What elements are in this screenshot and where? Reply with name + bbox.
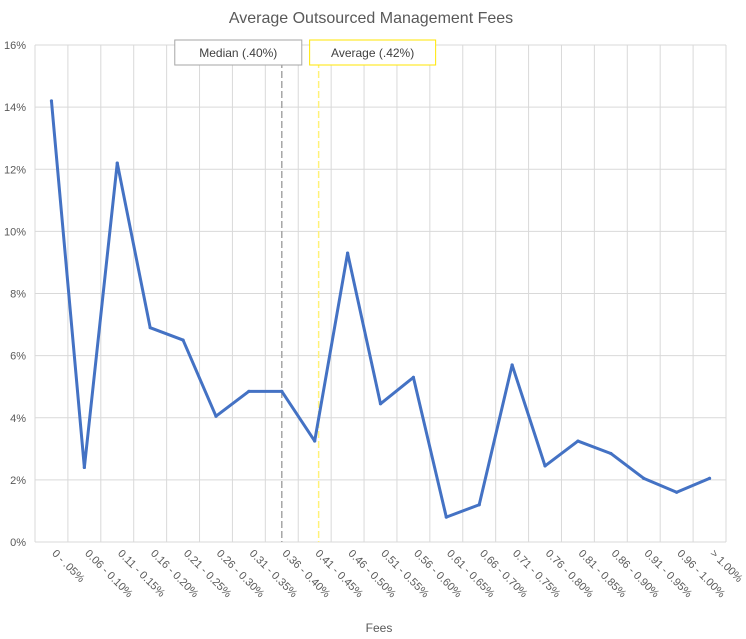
y-tick-label: 12%: [4, 164, 26, 176]
data-point: [148, 326, 152, 330]
data-point: [280, 389, 284, 393]
y-tick-label: 16%: [4, 40, 26, 52]
data-point: [707, 476, 712, 480]
x-axis-ticks: 0 - .05%0.06 - 0.10%0.11 - 0.15%0.16 - 0…: [49, 548, 744, 601]
data-point: [345, 251, 350, 255]
data-point: [444, 515, 448, 519]
data-point: [411, 375, 416, 379]
y-tick-label: 6%: [10, 351, 26, 363]
median-box: [174, 39, 303, 66]
data-point: [313, 439, 317, 443]
median-label: Median (.40%): [199, 46, 277, 60]
x-tick-label: 0 - .05%: [49, 548, 87, 586]
y-tick-label: 2%: [10, 475, 26, 487]
data-point: [181, 338, 185, 342]
data-point: [115, 161, 119, 165]
data-point: [214, 414, 218, 418]
y-tick-label: 14%: [4, 102, 26, 114]
data-point: [82, 465, 86, 470]
grid-layer: [34, 44, 727, 543]
average-label: Average (.42%): [331, 46, 414, 60]
series-layer: [49, 99, 712, 519]
y-tick-label: 0%: [10, 537, 26, 549]
y-axis-ticks: 0% 2% 4% 6% 8% 10% 12% 14% 16%: [4, 40, 26, 549]
data-point: [675, 490, 679, 494]
data-point: [543, 464, 547, 468]
data-point: [576, 439, 580, 443]
x-axis-label: Fees: [366, 621, 393, 635]
average-box: [309, 39, 437, 66]
annotation-layer: Median (.40%) Average (.42%): [174, 39, 437, 542]
y-tick-label: 8%: [10, 289, 26, 301]
data-point: [609, 451, 613, 456]
data-point: [477, 503, 481, 507]
y-tick-label: 4%: [10, 413, 26, 425]
data-point: [49, 99, 54, 103]
chart-title: Average Outsourced Management Fees: [229, 10, 513, 27]
y-tick-label: 10%: [4, 226, 26, 238]
data-point: [510, 363, 514, 367]
data-point: [642, 476, 646, 480]
data-point: [378, 402, 383, 406]
data-point: [247, 389, 251, 393]
